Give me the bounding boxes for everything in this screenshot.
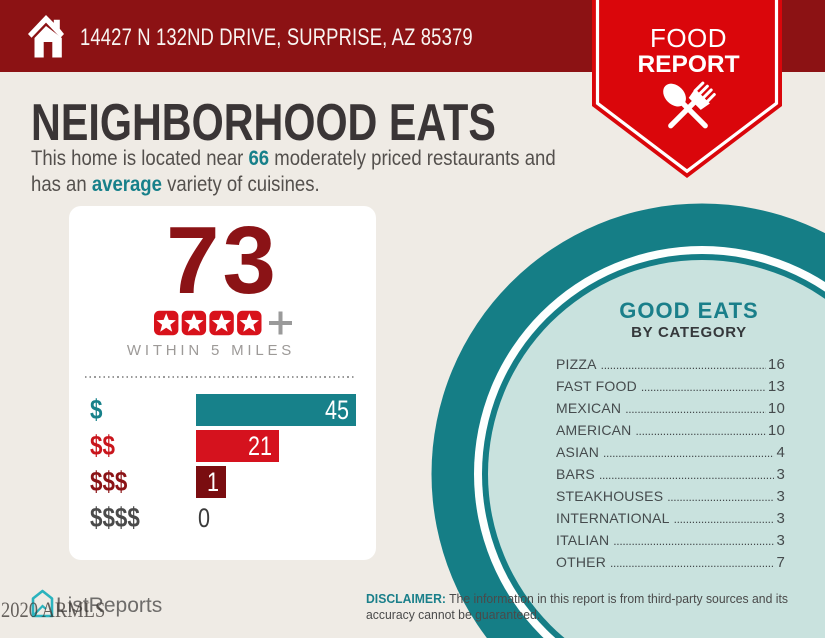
svg-text:FOOD: FOOD [650, 23, 727, 53]
svg-text:REPORT: REPORT [637, 51, 739, 78]
